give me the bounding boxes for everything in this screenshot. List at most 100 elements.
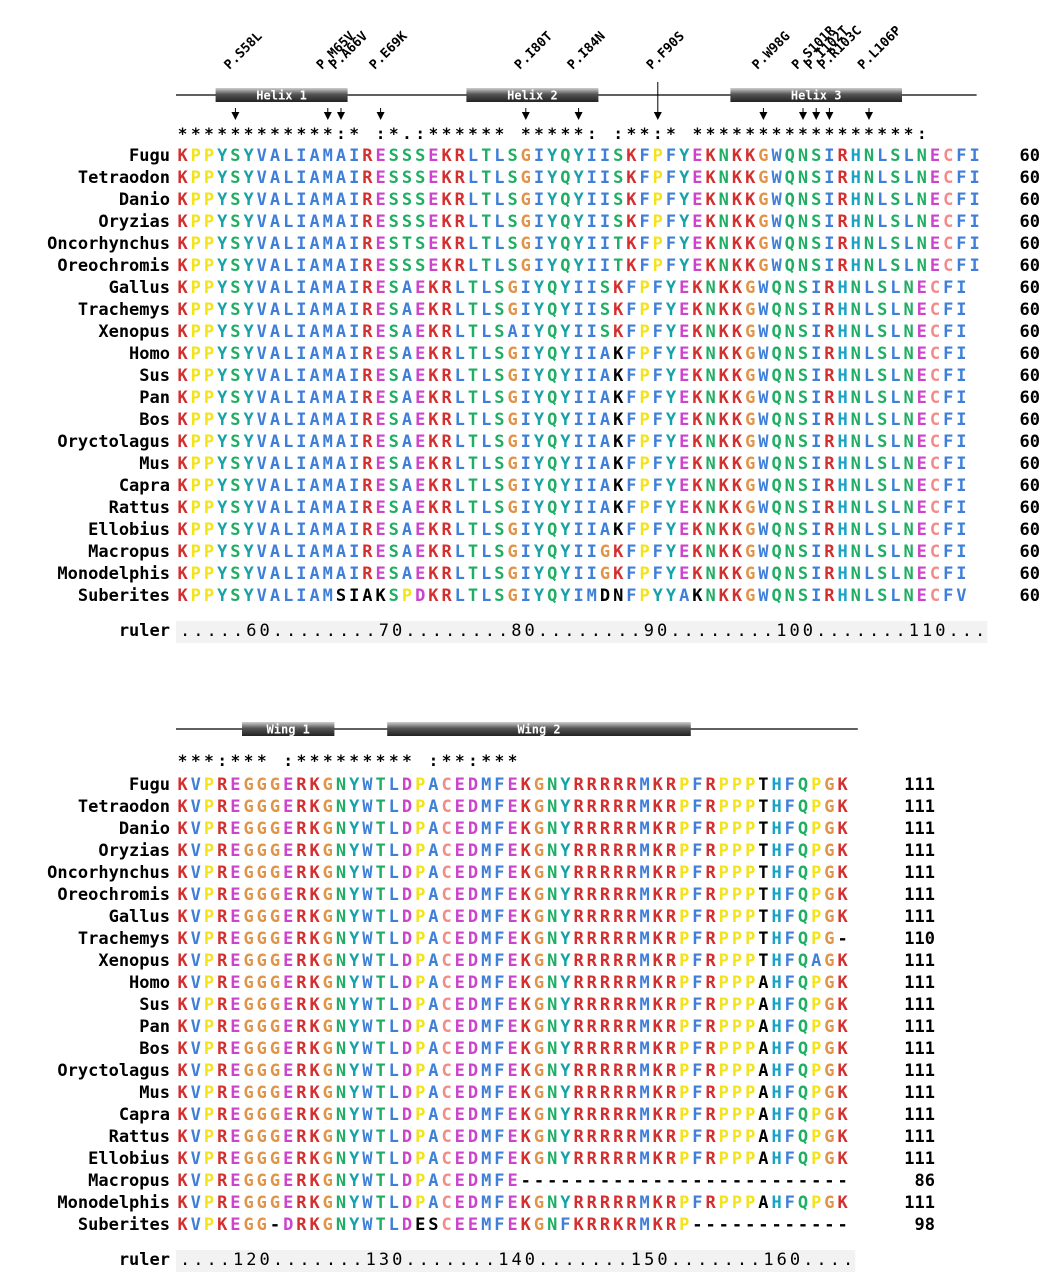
residue: K (177, 520, 188, 540)
residue: M (323, 322, 333, 342)
residue: S (811, 146, 821, 166)
residue: K (653, 863, 664, 883)
residue: M (323, 498, 333, 518)
residue: L (864, 410, 874, 430)
residue: E (230, 1083, 240, 1103)
residue: F (943, 388, 953, 408)
residue: G (243, 819, 253, 839)
residue: N (917, 190, 927, 210)
residue: D (402, 1105, 412, 1125)
residue: A (758, 1061, 768, 1081)
sequence-end-number: 111 (904, 995, 935, 1015)
residue: V (191, 995, 201, 1015)
residue: R (217, 775, 228, 795)
residue: Y (666, 322, 677, 342)
residue: R (362, 520, 373, 540)
residue: S (890, 146, 900, 166)
residue: N (547, 1017, 557, 1037)
residue: G (600, 564, 610, 584)
residue: V (257, 476, 267, 496)
residue: R (217, 797, 228, 817)
residue: M (323, 432, 333, 452)
residue: H (851, 168, 861, 188)
residue: I (811, 366, 821, 386)
residue: K (732, 410, 743, 430)
residue: Y (560, 542, 571, 562)
residue: E (230, 1127, 240, 1147)
residue: E (230, 819, 240, 839)
residue: - (626, 1171, 636, 1191)
residue: R (666, 995, 677, 1015)
residue: P (719, 1083, 729, 1103)
residue: R (824, 344, 835, 364)
residue: E (930, 168, 940, 188)
residue: K (719, 388, 730, 408)
conservation-mark: * (785, 124, 795, 143)
sequence-row: Pan K V P R E G G G E R K G N Y W T L D P A C E D M F E K G N Y R R R R R M K… (139, 1017, 935, 1037)
species-name: Oreochromis (57, 885, 170, 905)
residue: T (468, 322, 478, 342)
residue: P (204, 454, 214, 474)
residue: R (705, 995, 716, 1015)
sequence-end-number: 110 (904, 929, 935, 949)
residue: L (455, 542, 465, 562)
residue: A (402, 454, 412, 474)
residue: P (719, 995, 729, 1015)
residue: I (296, 454, 306, 474)
residue: P (732, 1149, 742, 1169)
residue: F (626, 432, 636, 452)
residue: K (441, 256, 452, 276)
residue: F (943, 476, 953, 496)
residue: R (600, 929, 611, 949)
residue: N (851, 410, 861, 430)
residue: L (481, 322, 491, 342)
residue: P (191, 168, 201, 188)
residue: R (587, 1083, 598, 1103)
residue: N (705, 520, 715, 540)
residue: Y (560, 388, 571, 408)
residue: Y (573, 256, 584, 276)
residue: E (375, 190, 385, 210)
residue: R (666, 929, 677, 949)
residue: F (943, 520, 953, 540)
sequence-row: Macropus K P P Y S Y V A L I A M A I R E S A E K R L T L S G I Y Q Y I I… (88, 542, 1040, 562)
residue: G (270, 995, 280, 1015)
residue: N (613, 586, 623, 606)
species-name: Capra (119, 476, 170, 496)
residue: D (468, 797, 478, 817)
residue: Y (547, 168, 558, 188)
residue: E (375, 146, 385, 166)
residue: Y (217, 256, 228, 276)
residue: N (785, 366, 795, 386)
residue: M (481, 1017, 491, 1037)
residue: A (600, 410, 610, 430)
residue: P (204, 1193, 214, 1213)
residue: L (481, 586, 491, 606)
residue: P (415, 1193, 425, 1213)
residue: S (415, 190, 425, 210)
mutation-label: P.I80T (512, 29, 556, 73)
residue: F (626, 454, 636, 474)
residue: T (468, 520, 478, 540)
residue: V (257, 388, 267, 408)
residue: R (705, 841, 716, 861)
residue: S (389, 586, 399, 606)
conservation-mark: * (719, 124, 729, 143)
residue: I (534, 190, 544, 210)
sequence-end-number: 111 (904, 1149, 935, 1169)
residue: W (362, 863, 373, 883)
residue: I (811, 542, 821, 562)
species-name: Oryzias (98, 841, 170, 861)
residue: P (679, 973, 689, 993)
residue: L (481, 476, 491, 496)
residue: I (296, 344, 306, 364)
residue: K (217, 1215, 228, 1235)
residue: E (455, 1193, 465, 1213)
conservation-mark: * (481, 124, 491, 143)
residue: G (257, 1127, 267, 1147)
residue: K (692, 476, 703, 496)
sequence-end-number: 60 (1020, 564, 1040, 584)
residue: E (415, 388, 425, 408)
residue: I (587, 432, 597, 452)
residue: M (481, 885, 491, 905)
